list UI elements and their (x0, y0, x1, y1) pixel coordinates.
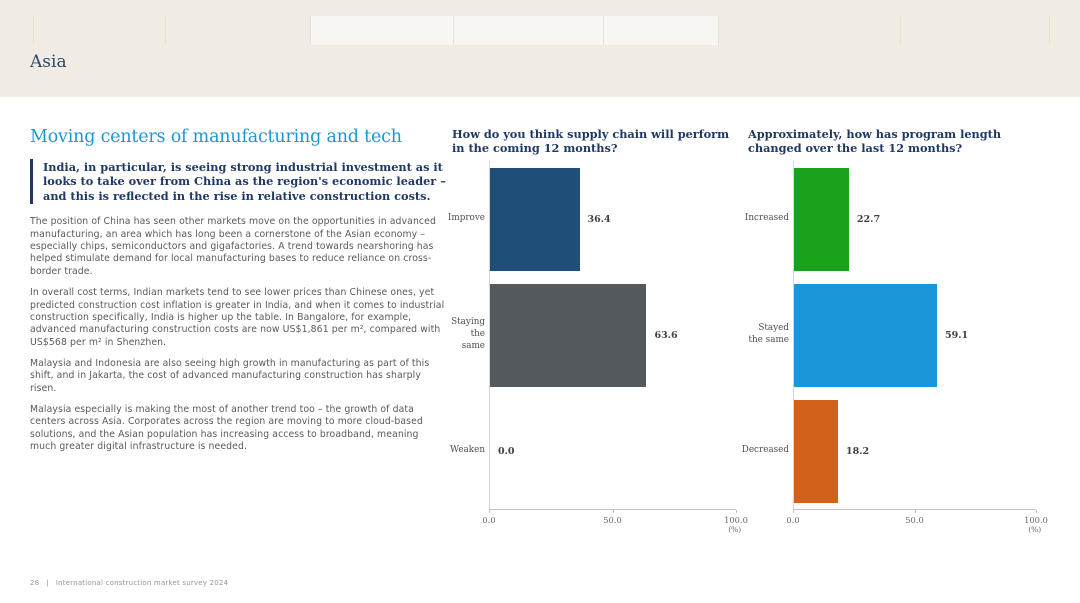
axis-tick (612, 510, 614, 514)
value-label: 63.6 (654, 329, 678, 341)
page-title: Asia (30, 52, 67, 72)
value-label: 22.7 (856, 213, 881, 225)
body-paragraph: In overall cost terms, Indian markets te… (30, 287, 445, 348)
plot-area: Increased 22.7 Stayed the same 59.1 Decr… (741, 161, 1048, 536)
category-label: Decreased (741, 445, 789, 456)
tick-label: 50.0 (905, 515, 924, 526)
bar-row: Increased 22.7 (744, 161, 1040, 278)
header-tab[interactable] (603, 16, 718, 45)
value-label: 0.0 (498, 445, 515, 457)
tick-label: 100.0 (1024, 515, 1048, 526)
bar-track: 59.1 (793, 277, 1036, 394)
category-label: Weaken (450, 445, 485, 456)
header-tab[interactable] (33, 16, 165, 45)
page-header: Asia (0, 0, 1080, 97)
value-label: 59.1 (945, 329, 969, 341)
header-tab[interactable] (165, 16, 310, 45)
bar-track: 36.4 (489, 161, 736, 278)
axis-tick (736, 510, 737, 514)
footer-text: International construction market survey… (55, 579, 229, 587)
chart-title: How do you think supply chain will perfo… (452, 127, 730, 155)
plot-area: Improve 36.4 Staying the same 63.6 Weake… (447, 161, 748, 536)
x-axis: 0.0 50.0 100.0 (%) (482, 509, 748, 536)
chart-title: Approximately, how has program length ch… (748, 127, 1002, 155)
category-label: Stayed the same (748, 323, 789, 346)
category-label: Improve (447, 213, 485, 224)
axis-tick (1036, 510, 1037, 514)
chart-program-length: Approximately, how has program length ch… (741, 127, 1048, 536)
axis-unit-label: (%) (1028, 525, 1042, 535)
axis-tick (489, 510, 490, 514)
bar-track: 63.6 (489, 277, 736, 394)
bar-track: 0.0 (489, 393, 736, 510)
body-paragraph: Malaysia and Indonesia are also seeing h… (30, 357, 430, 394)
body-paragraph: The position of China has seen other mar… (30, 216, 436, 277)
callout-quote: India, in particular, is seeing strong i… (30, 159, 446, 205)
tick-label: 0.0 (482, 515, 496, 526)
body-paragraph: Malaysia especially is making the most o… (30, 404, 423, 453)
footer-page-number: 28 (30, 579, 40, 587)
header-tab[interactable] (310, 16, 453, 45)
axis-tick (914, 510, 916, 514)
x-axis: 0.0 50.0 100.0 (%) (786, 509, 1048, 536)
axis-unit-label: (%) (728, 525, 742, 535)
header-tab[interactable] (900, 16, 1050, 45)
page-footer: 28 | International construction market s… (30, 579, 228, 587)
article-heading: Moving centers of manufacturing and tech (30, 127, 402, 147)
bar-track: 18.2 (793, 393, 1036, 510)
header-tab[interactable] (453, 16, 603, 45)
bar-row: Decreased 18.2 (741, 393, 1040, 510)
bar-row: Stayed the same 59.1 (748, 277, 1040, 394)
chart-supply-chain: How do you think supply chain will perfo… (447, 127, 748, 536)
bar-row: Weaken 0.0 (450, 393, 744, 510)
footer-separator: | (46, 579, 49, 587)
bar (794, 283, 938, 387)
value-label: 18.2 (846, 445, 870, 457)
bar (794, 399, 839, 503)
value-label: 36.4 (587, 213, 611, 225)
bar (490, 167, 580, 271)
bar-row: Staying the same 63.6 (451, 277, 744, 394)
bar (490, 283, 647, 387)
category-label: Staying the same (451, 317, 485, 352)
axis-tick (793, 510, 794, 514)
bar (794, 167, 849, 271)
bar-row: Improve 36.4 (447, 161, 744, 278)
tick-label: 100.0 (724, 515, 748, 526)
tick-label: 50.0 (603, 515, 622, 526)
bar-track: 22.7 (793, 161, 1036, 278)
article-column: Moving centers of manufacturing and tech… (30, 127, 446, 462)
header-tab[interactable] (718, 16, 900, 45)
tick-label: 0.0 (786, 515, 800, 526)
header-tab-strip (33, 16, 1050, 45)
category-label: Increased (744, 213, 789, 224)
